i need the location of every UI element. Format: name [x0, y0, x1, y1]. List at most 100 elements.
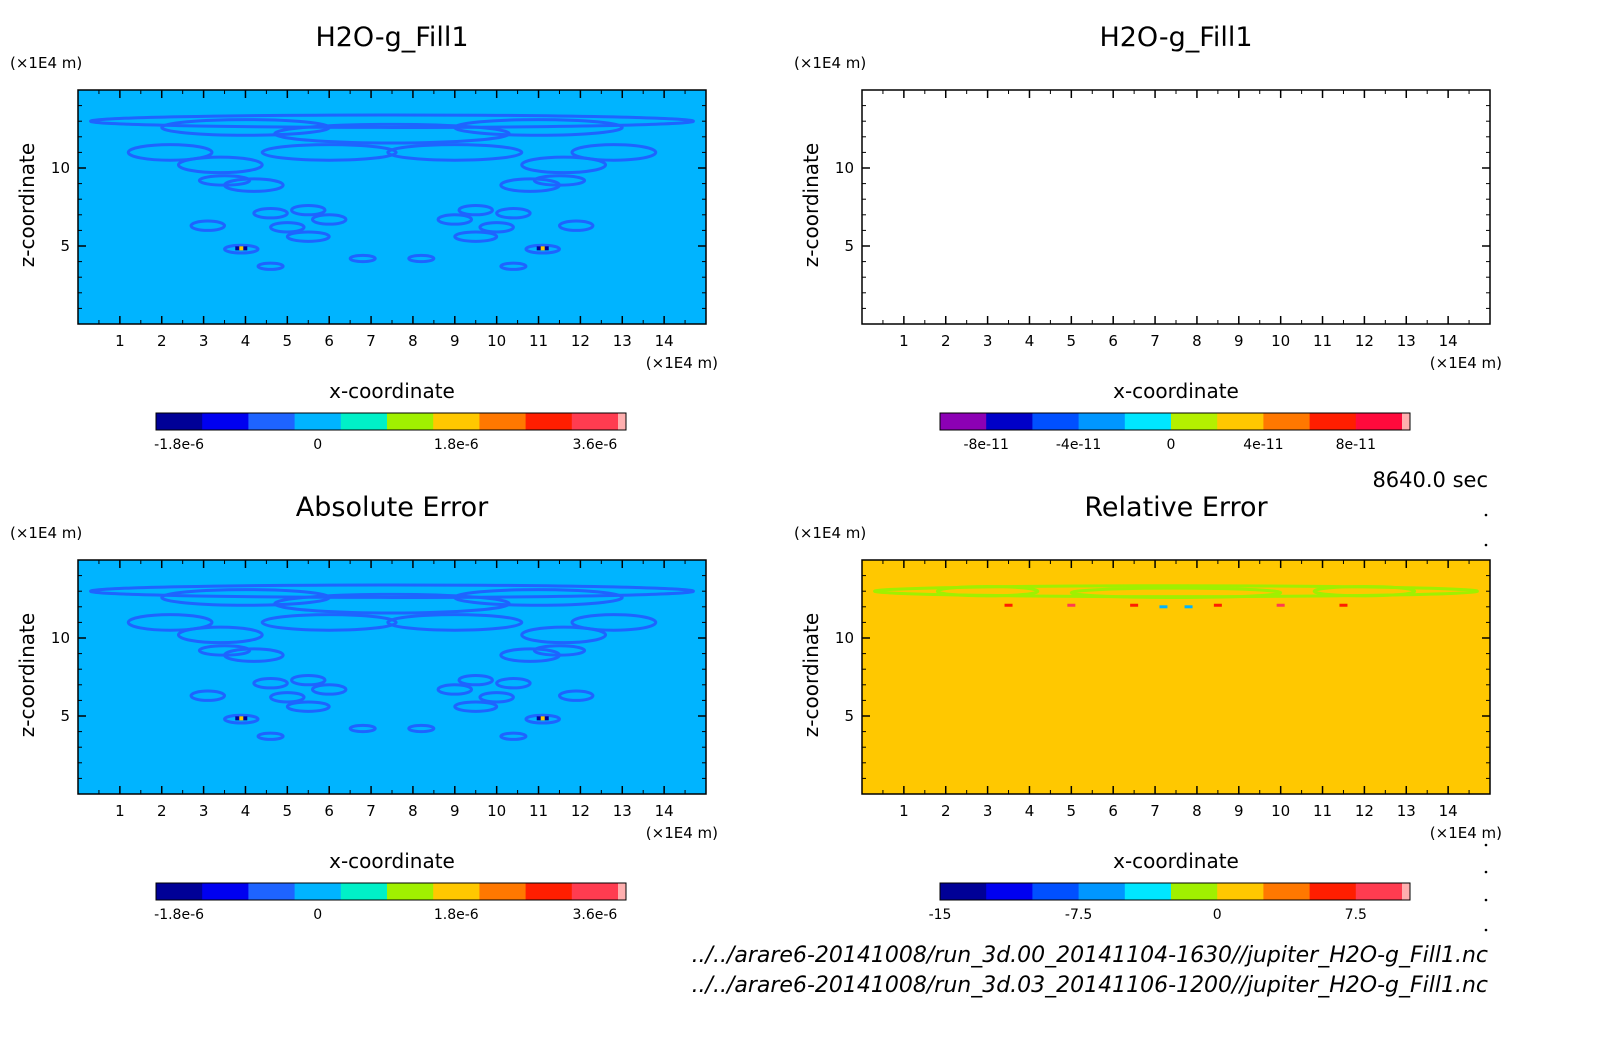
x-tick-label: 10 — [487, 332, 506, 350]
contour-spot — [1339, 603, 1348, 607]
contour-line — [285, 700, 331, 713]
colorbar-tick-label: 0 — [313, 437, 322, 453]
contour-layer — [89, 113, 695, 271]
chart-panel-1: H2O-g_Fill1(×1E4 m)1 2 3 4 5 6 7 8 9 10 11 12 13 1451… — [10, 22, 718, 453]
colorbar-tick-label: 3.6e-6 — [572, 907, 617, 923]
contour-line — [126, 613, 214, 632]
contour-line — [1312, 585, 1417, 598]
colorbar-segment — [433, 413, 480, 430]
contour-line — [223, 177, 285, 193]
contour-hotspot-core — [239, 246, 244, 251]
colorbar-tick-label: 8e-11 — [1336, 437, 1376, 453]
colorbar-segment — [156, 883, 203, 900]
colorbar-segment — [1078, 413, 1126, 430]
plot-area — [78, 90, 706, 324]
colorbar-segment — [1171, 413, 1218, 430]
contour-line — [189, 219, 227, 232]
contour-line — [407, 723, 436, 734]
contour-line — [386, 613, 524, 632]
x-tick-label: 13 — [613, 332, 632, 350]
chart-panel-4: Relative Error(×1E4 m)1 2 3 4 5 6 7 8 9 10 11 12 13 1… — [794, 492, 1502, 923]
x-tick-label: 9 — [450, 802, 460, 820]
colorbar-segment — [571, 413, 619, 430]
x-tick-label: 12 — [571, 802, 590, 820]
contour-hotspot-core — [540, 246, 545, 251]
colorbar-segment — [387, 883, 434, 900]
contour-spot — [1130, 603, 1139, 607]
y-tick-label: 5 — [60, 707, 70, 725]
contour-line — [436, 683, 474, 696]
colorbar-tick-label: 0 — [1167, 437, 1176, 453]
x-tick-label: 10 — [487, 802, 506, 820]
x-unit-label: (×1E4 m) — [1430, 354, 1502, 372]
x-tick-label: 14 — [655, 332, 674, 350]
colorbar-segment — [986, 413, 1033, 430]
colorbar-segment — [618, 883, 627, 900]
plot-area — [862, 560, 1490, 794]
plot-area — [862, 90, 1490, 324]
colorbar-segment — [1124, 883, 1172, 900]
contour-line — [290, 203, 327, 217]
colorbar-segment — [1355, 413, 1403, 430]
x-tick-label: 9 — [1234, 332, 1244, 350]
contour-line — [453, 700, 499, 713]
x-unit-label: (×1E4 m) — [646, 824, 718, 842]
colorbar-segment — [248, 413, 296, 430]
x-tick-label: 1 — [115, 332, 125, 350]
colorbar-segment — [1078, 883, 1126, 900]
contour-line — [260, 143, 398, 162]
footer-file-1: ../../arare6-20141008/run_3d.00_20141104… — [692, 943, 1488, 968]
margin-dot — [1484, 928, 1488, 932]
colorbar-segment — [1124, 413, 1172, 430]
contour-line — [252, 207, 289, 220]
contour-line — [273, 122, 511, 145]
colorbar-segment — [986, 883, 1033, 900]
contour-line — [285, 230, 331, 243]
colorbar-frame — [155, 882, 627, 901]
margin-dot — [1484, 843, 1488, 847]
colorbar-tick-label: -4e-11 — [1056, 437, 1101, 453]
margin-dot — [1484, 870, 1488, 874]
contour-line — [176, 625, 264, 645]
x-tick-label: 6 — [1108, 802, 1118, 820]
colorbar-frame — [939, 412, 1411, 431]
x-tick-label: 8 — [408, 802, 418, 820]
colorbar-segment — [1217, 413, 1264, 430]
x-tick-label: 3 — [199, 332, 209, 350]
x-tick-label: 2 — [941, 332, 951, 350]
y-unit-label: (×1E4 m) — [794, 54, 866, 72]
x-tick-label: 2 — [941, 802, 951, 820]
contour-line — [499, 731, 528, 741]
contour-line — [935, 585, 1040, 598]
contour-line — [495, 677, 532, 690]
contour-layer — [873, 584, 1479, 609]
x-axis-label: x-coordinate — [329, 379, 455, 403]
y-tick-label: 10 — [835, 159, 854, 177]
colorbar-segment — [340, 883, 388, 900]
colorbar-segment — [294, 883, 342, 900]
colorbar-tick-label: -1.8e-6 — [154, 437, 204, 453]
colorbar-segment — [525, 413, 573, 430]
contour-line — [499, 177, 561, 193]
x-axis-label: x-coordinate — [329, 849, 455, 873]
x-tick-label: 5 — [283, 332, 293, 350]
contour-line — [260, 613, 398, 632]
contour-line — [126, 143, 214, 162]
contour-line — [457, 673, 494, 687]
x-axis-label: x-coordinate — [1113, 849, 1239, 873]
contour-line — [256, 731, 285, 741]
colorbar-tick-label: 3.6e-6 — [572, 437, 617, 453]
colorbar-frame — [939, 882, 1411, 901]
x-tick-label: 7 — [1150, 802, 1160, 820]
contour-line — [223, 647, 285, 663]
contour-spot — [1184, 605, 1193, 609]
contour-line — [348, 723, 377, 734]
colorbar-tick-label: 0 — [313, 907, 322, 923]
colorbar-segment — [294, 413, 342, 430]
x-tick-label: 8 — [1192, 332, 1202, 350]
contour-line — [160, 588, 331, 607]
x-tick-label: 13 — [1397, 802, 1416, 820]
chart-panel-2: H2O-g_Fill1(×1E4 m)1 2 3 4 5 6 7 8 9 10 11 12 13 1451… — [794, 22, 1502, 453]
contour-spot — [1213, 603, 1222, 607]
